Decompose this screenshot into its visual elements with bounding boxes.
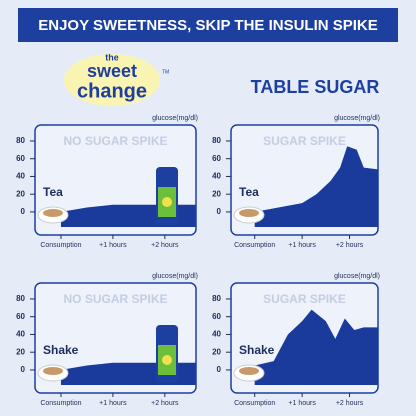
y-axis-label: glucose(mg/dl) bbox=[152, 273, 198, 280]
logo-text: change bbox=[77, 80, 147, 102]
x-tick-label: +1 hours bbox=[99, 242, 127, 249]
y-tick-label: 40 bbox=[212, 172, 221, 181]
y-tick-label: 20 bbox=[16, 347, 25, 356]
y-tick-label: 0 bbox=[21, 365, 26, 374]
logo-text: the bbox=[105, 52, 119, 62]
annotation: Tea bbox=[239, 185, 259, 199]
x-tick-label: +1 hours bbox=[288, 242, 316, 249]
header-bar bbox=[18, 8, 398, 42]
chart-title: SUGAR SPIKE bbox=[263, 292, 346, 306]
y-tick-label: 20 bbox=[16, 189, 25, 198]
y-tick-label: 80 bbox=[212, 294, 221, 303]
y-tick-label: 60 bbox=[16, 312, 25, 321]
chart-title: NO SUGAR SPIKE bbox=[63, 292, 167, 306]
y-tick-label: 80 bbox=[16, 294, 25, 303]
logo: the sweet change TM bbox=[64, 52, 169, 106]
y-axis-label: glucose(mg/dl) bbox=[152, 115, 198, 122]
y-tick-label: 40 bbox=[16, 330, 25, 339]
cup-drink bbox=[43, 209, 63, 217]
logo-text: sweet bbox=[87, 61, 137, 81]
y-tick-label: 80 bbox=[212, 136, 221, 145]
y-tick-label: 20 bbox=[212, 347, 221, 356]
annotation: Shake bbox=[239, 343, 275, 357]
y-tick-label: 60 bbox=[16, 154, 25, 163]
y-axis-label: glucose(mg/dl) bbox=[334, 273, 380, 280]
y-tick-label: 80 bbox=[16, 136, 25, 145]
x-tick-label: Consumption bbox=[40, 242, 81, 249]
chart-title: NO SUGAR SPIKE bbox=[63, 134, 167, 148]
x-tick-label: +2 hours bbox=[336, 400, 364, 407]
annotation: Tea bbox=[43, 185, 63, 199]
bottle-face bbox=[162, 355, 172, 365]
y-tick-label: 0 bbox=[217, 207, 222, 216]
x-tick-label: +1 hours bbox=[288, 400, 316, 407]
cup-drink bbox=[239, 209, 259, 217]
cup-drink bbox=[43, 367, 63, 375]
y-tick-label: 20 bbox=[212, 189, 221, 198]
y-tick-label: 40 bbox=[212, 330, 221, 339]
x-tick-label: +1 hours bbox=[99, 400, 127, 407]
x-tick-label: Consumption bbox=[234, 242, 275, 249]
y-tick-label: 40 bbox=[16, 172, 25, 181]
bottle-face bbox=[162, 197, 172, 207]
y-axis-label: glucose(mg/dl) bbox=[334, 115, 380, 122]
column-heading: TABLE SUGAR bbox=[251, 77, 380, 97]
area bbox=[254, 146, 378, 227]
x-tick-label: +2 hours bbox=[151, 400, 179, 407]
logo-mark: TM bbox=[162, 69, 169, 75]
annotation: Shake bbox=[43, 343, 79, 357]
y-tick-label: 0 bbox=[217, 365, 222, 374]
x-tick-label: +2 hours bbox=[151, 242, 179, 249]
x-tick-label: Consumption bbox=[40, 400, 81, 407]
chart-title: SUGAR SPIKE bbox=[263, 134, 346, 148]
y-tick-label: 60 bbox=[212, 154, 221, 163]
y-tick-label: 60 bbox=[212, 312, 221, 321]
y-tick-label: 0 bbox=[21, 207, 26, 216]
x-tick-label: +2 hours bbox=[336, 242, 364, 249]
header-title: ENJOY SWEETNESS, SKIP THE INSULIN SPIKE bbox=[38, 17, 378, 34]
cup-drink bbox=[239, 367, 259, 375]
logo-blob bbox=[64, 54, 160, 106]
x-tick-label: Consumption bbox=[234, 400, 275, 407]
area bbox=[254, 309, 378, 385]
